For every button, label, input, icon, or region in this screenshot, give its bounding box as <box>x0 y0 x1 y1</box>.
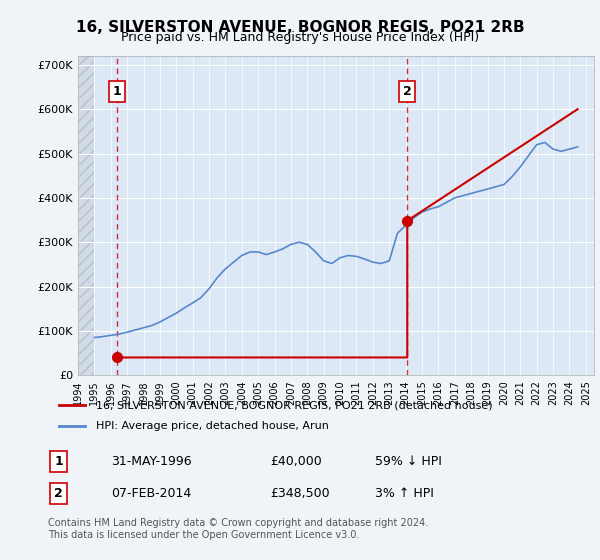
Text: 31-MAY-1996: 31-MAY-1996 <box>112 455 192 468</box>
Text: Contains HM Land Registry data © Crown copyright and database right 2024.
This d: Contains HM Land Registry data © Crown c… <box>48 518 428 540</box>
Text: 1: 1 <box>113 85 122 98</box>
Text: 16, SILVERSTON AVENUE, BOGNOR REGIS, PO21 2RB: 16, SILVERSTON AVENUE, BOGNOR REGIS, PO2… <box>76 20 524 35</box>
Text: 59% ↓ HPI: 59% ↓ HPI <box>376 455 442 468</box>
Text: 2: 2 <box>403 85 412 98</box>
Text: Price paid vs. HM Land Registry's House Price Index (HPI): Price paid vs. HM Land Registry's House … <box>121 31 479 44</box>
Text: HPI: Average price, detached house, Arun: HPI: Average price, detached house, Arun <box>95 421 328 431</box>
Text: 2: 2 <box>54 487 63 500</box>
Text: £348,500: £348,500 <box>270 487 329 500</box>
Text: 16, SILVERSTON AVENUE, BOGNOR REGIS, PO21 2RB (detached house): 16, SILVERSTON AVENUE, BOGNOR REGIS, PO2… <box>95 400 492 410</box>
Text: 1: 1 <box>54 455 63 468</box>
Text: £40,000: £40,000 <box>270 455 322 468</box>
Text: 07-FEB-2014: 07-FEB-2014 <box>112 487 191 500</box>
Text: 3% ↑ HPI: 3% ↑ HPI <box>376 487 434 500</box>
Bar <box>78 56 94 375</box>
